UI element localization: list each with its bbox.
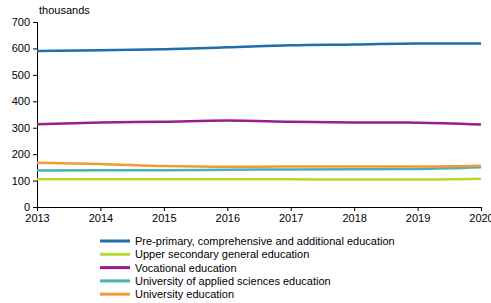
y-tick: 300 [12,122,37,134]
legend-label: Vocational education [135,262,237,274]
x-tick: 2015 [152,207,176,224]
x-tick-mark [354,207,355,211]
x-tick-mark [164,207,165,211]
x-tick-label: 2018 [342,212,366,224]
x-tick-mark [481,207,482,211]
y-tick: 700 [12,16,37,28]
x-tick-mark [227,207,228,211]
x-tick: 2018 [342,207,366,224]
x-tick: 2013 [25,207,49,224]
x-tick-mark [291,207,292,211]
x-tick-label: 2017 [279,212,303,224]
y-tick: 100 [12,175,37,187]
y-tick-label: 200 [12,148,30,160]
y-axis: 0100200300400500600700 [12,16,38,213]
y-tick-label: 500 [12,69,30,81]
x-tick-label: 2016 [216,212,240,224]
x-tick: 2020 [469,207,491,224]
x-tick: 2014 [89,207,113,224]
series-line [37,177,481,180]
y-axis-line [33,23,38,208]
x-tick-label: 2014 [89,212,113,224]
x-tick-mark [37,207,38,211]
y-tick-label: 600 [12,42,30,54]
y-tick-mark [33,75,37,76]
y-tick-mark [33,154,37,155]
x-tick: 2019 [406,207,430,224]
plot: 0100200300400500600700201320142015201620… [12,16,491,224]
legend-swatch [100,240,130,243]
legend-label: University of applied sciences education [135,275,331,287]
y-tick: 400 [12,95,37,107]
x-axis-line [38,208,482,212]
x-tick: 2016 [216,207,240,224]
y-tick-mark [33,128,37,129]
legend-swatch [100,279,130,282]
legend: Pre-primary, comprehensive and additiona… [100,235,395,300]
y-tick-mark [33,101,37,102]
y-tick: 200 [12,148,37,160]
x-tick-label: 2015 [152,212,176,224]
x-tick: 2017 [279,207,303,224]
y-tick: 600 [12,42,37,54]
y-tick-label: 700 [12,16,30,28]
series-line [37,163,481,167]
series-line [37,43,481,51]
lines [37,43,481,179]
x-tick-mark [100,207,101,211]
y-tick-label: 300 [12,122,30,134]
y-tick-label: 100 [12,175,30,187]
legend-label: University education [135,288,234,300]
x-tick-label: 2019 [406,212,430,224]
y-tick-mark [33,207,37,208]
legend-label: Pre-primary, comprehensive and additiona… [135,235,395,247]
chart: 0100200300400500600700201320142015201620… [0,0,491,303]
x-tick-label: 2013 [25,212,49,224]
legend-label: Upper secondary general education [135,248,309,260]
series-line [37,121,481,125]
y-tick: 500 [12,69,37,81]
x-tick-label: 2020 [469,212,491,224]
y-axis-title: thousands [39,4,90,16]
y-tick-label: 400 [12,95,30,107]
y-tick-mark [33,181,37,182]
legend-swatch [100,266,130,269]
legend-swatch [100,253,130,256]
y-tick-mark [33,48,37,49]
y-tick-mark [33,22,37,23]
x-axis: 2013 2014 2015 2016 2017 2018 2019 2020 [25,207,491,224]
x-tick-mark [418,207,419,211]
legend-swatch [100,293,130,296]
